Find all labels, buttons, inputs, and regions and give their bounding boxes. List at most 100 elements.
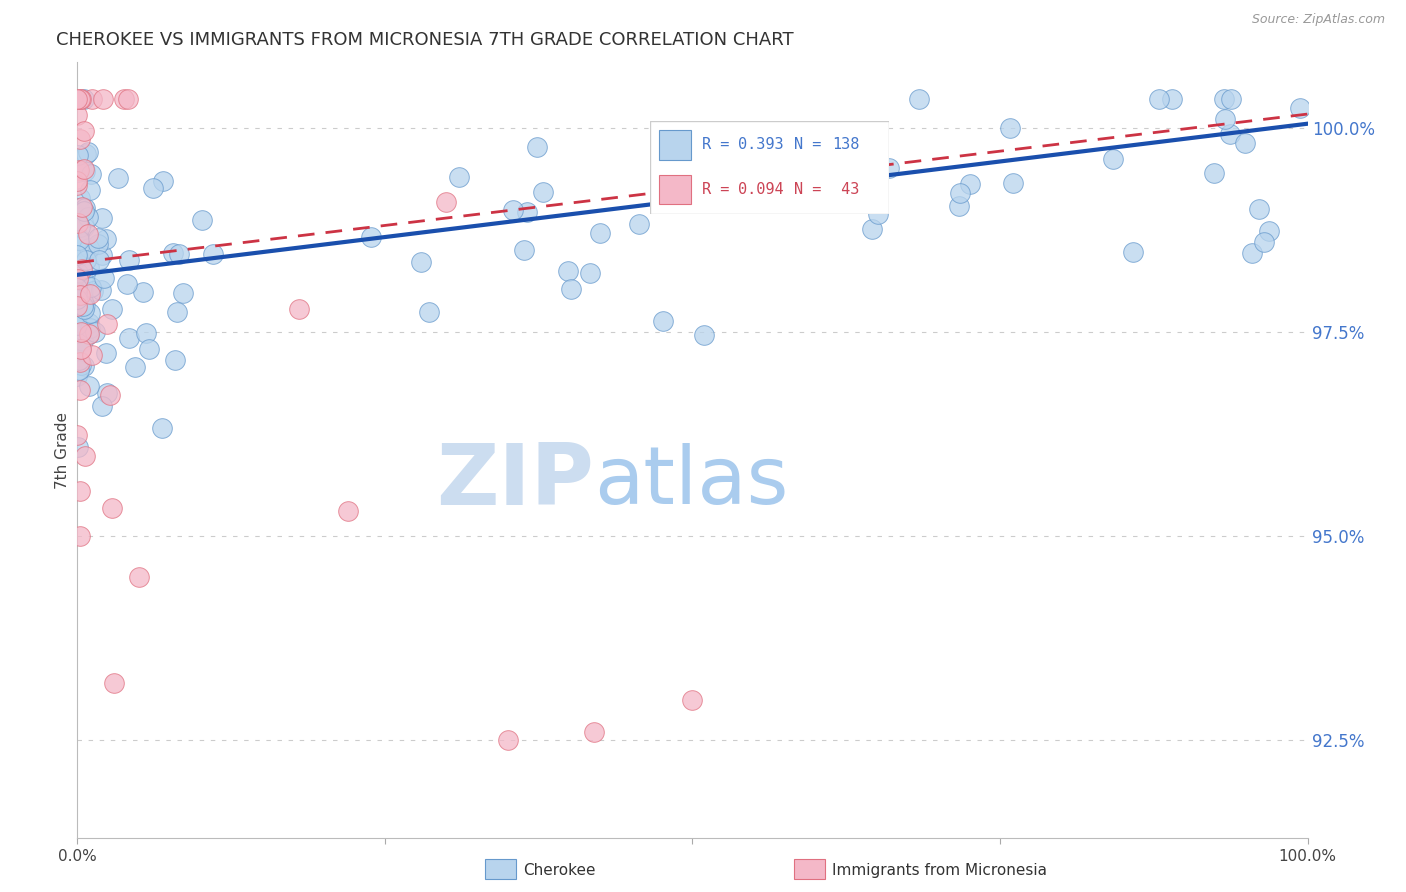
Point	[66, 299, 89, 313]
Point	[72, 124, 94, 138]
Point	[72, 293, 94, 308]
Point	[73, 203, 96, 218]
Point	[72, 299, 94, 313]
Point	[70, 325, 93, 339]
Text: R =: R =	[703, 182, 740, 197]
Point	[115, 277, 138, 291]
Point	[73, 359, 96, 373]
Point	[84, 325, 107, 339]
Text: 0.094: 0.094	[738, 182, 785, 197]
Point	[90, 283, 112, 297]
Point	[66, 218, 89, 232]
Point	[79, 287, 101, 301]
Point	[75, 202, 97, 216]
Point	[72, 272, 94, 286]
Point	[718, 144, 741, 158]
Point	[66, 173, 89, 187]
Point	[73, 161, 96, 176]
Point	[128, 570, 150, 584]
Point	[66, 250, 89, 264]
Point	[75, 450, 97, 464]
Point	[79, 327, 101, 342]
Point	[67, 201, 90, 215]
Point	[67, 356, 90, 370]
Point	[682, 692, 704, 706]
Y-axis label: 7th Grade: 7th Grade	[55, 412, 70, 489]
Point	[77, 227, 100, 241]
Point	[138, 342, 160, 356]
Text: 138: 138	[832, 137, 859, 153]
Point	[66, 108, 89, 122]
Point	[908, 92, 931, 106]
Point	[589, 226, 612, 240]
Point	[70, 200, 93, 214]
Point	[1247, 202, 1270, 216]
Point	[70, 322, 93, 336]
Point	[1001, 176, 1024, 190]
Point	[69, 355, 91, 369]
Point	[66, 233, 89, 247]
Point	[1160, 92, 1182, 106]
Point	[70, 92, 93, 106]
Point	[66, 148, 89, 162]
Point	[132, 285, 155, 299]
Point	[79, 183, 101, 197]
Point	[681, 186, 703, 201]
Point	[866, 207, 889, 221]
Point	[1241, 246, 1264, 260]
Point	[90, 399, 112, 413]
Point	[1253, 235, 1275, 250]
Point	[93, 271, 115, 285]
Point	[66, 307, 89, 321]
Point	[172, 286, 194, 301]
Text: N =: N =	[793, 182, 830, 197]
Point	[66, 326, 89, 340]
Point	[70, 358, 93, 372]
Point	[1202, 166, 1225, 180]
Point	[67, 440, 90, 454]
Point	[66, 92, 89, 106]
Point	[1213, 112, 1236, 126]
Point	[67, 230, 90, 244]
Point	[77, 210, 100, 224]
Point	[77, 145, 100, 159]
Point	[73, 92, 96, 106]
Point	[496, 733, 519, 747]
Point	[1213, 92, 1236, 106]
Point	[67, 165, 90, 179]
Point	[69, 132, 91, 146]
Point	[73, 299, 96, 313]
Text: atlas: atlas	[595, 442, 789, 521]
Text: R =: R =	[703, 137, 740, 153]
Point	[678, 159, 700, 173]
Text: N =: N =	[793, 137, 830, 153]
Point	[70, 343, 93, 357]
Point	[72, 284, 94, 298]
Point	[651, 314, 673, 328]
Point	[627, 218, 650, 232]
Point	[67, 352, 90, 367]
Point	[69, 483, 91, 498]
Point	[75, 163, 97, 178]
Point	[80, 348, 103, 362]
Point	[77, 241, 100, 255]
Point	[560, 282, 582, 296]
Point	[96, 317, 118, 331]
Point	[91, 92, 114, 106]
Point	[66, 368, 89, 383]
Point	[693, 327, 716, 342]
Point	[959, 178, 981, 192]
Text: ZIP: ZIP	[436, 440, 595, 523]
Point	[1102, 153, 1125, 167]
Point	[792, 169, 814, 183]
Point	[101, 301, 124, 316]
Point	[877, 161, 900, 175]
Point	[69, 191, 91, 205]
Point	[135, 326, 157, 340]
Point	[69, 529, 91, 543]
Point	[82, 92, 104, 106]
Point	[66, 266, 89, 280]
Point	[80, 167, 103, 181]
Point	[948, 199, 970, 213]
Point	[66, 428, 89, 442]
